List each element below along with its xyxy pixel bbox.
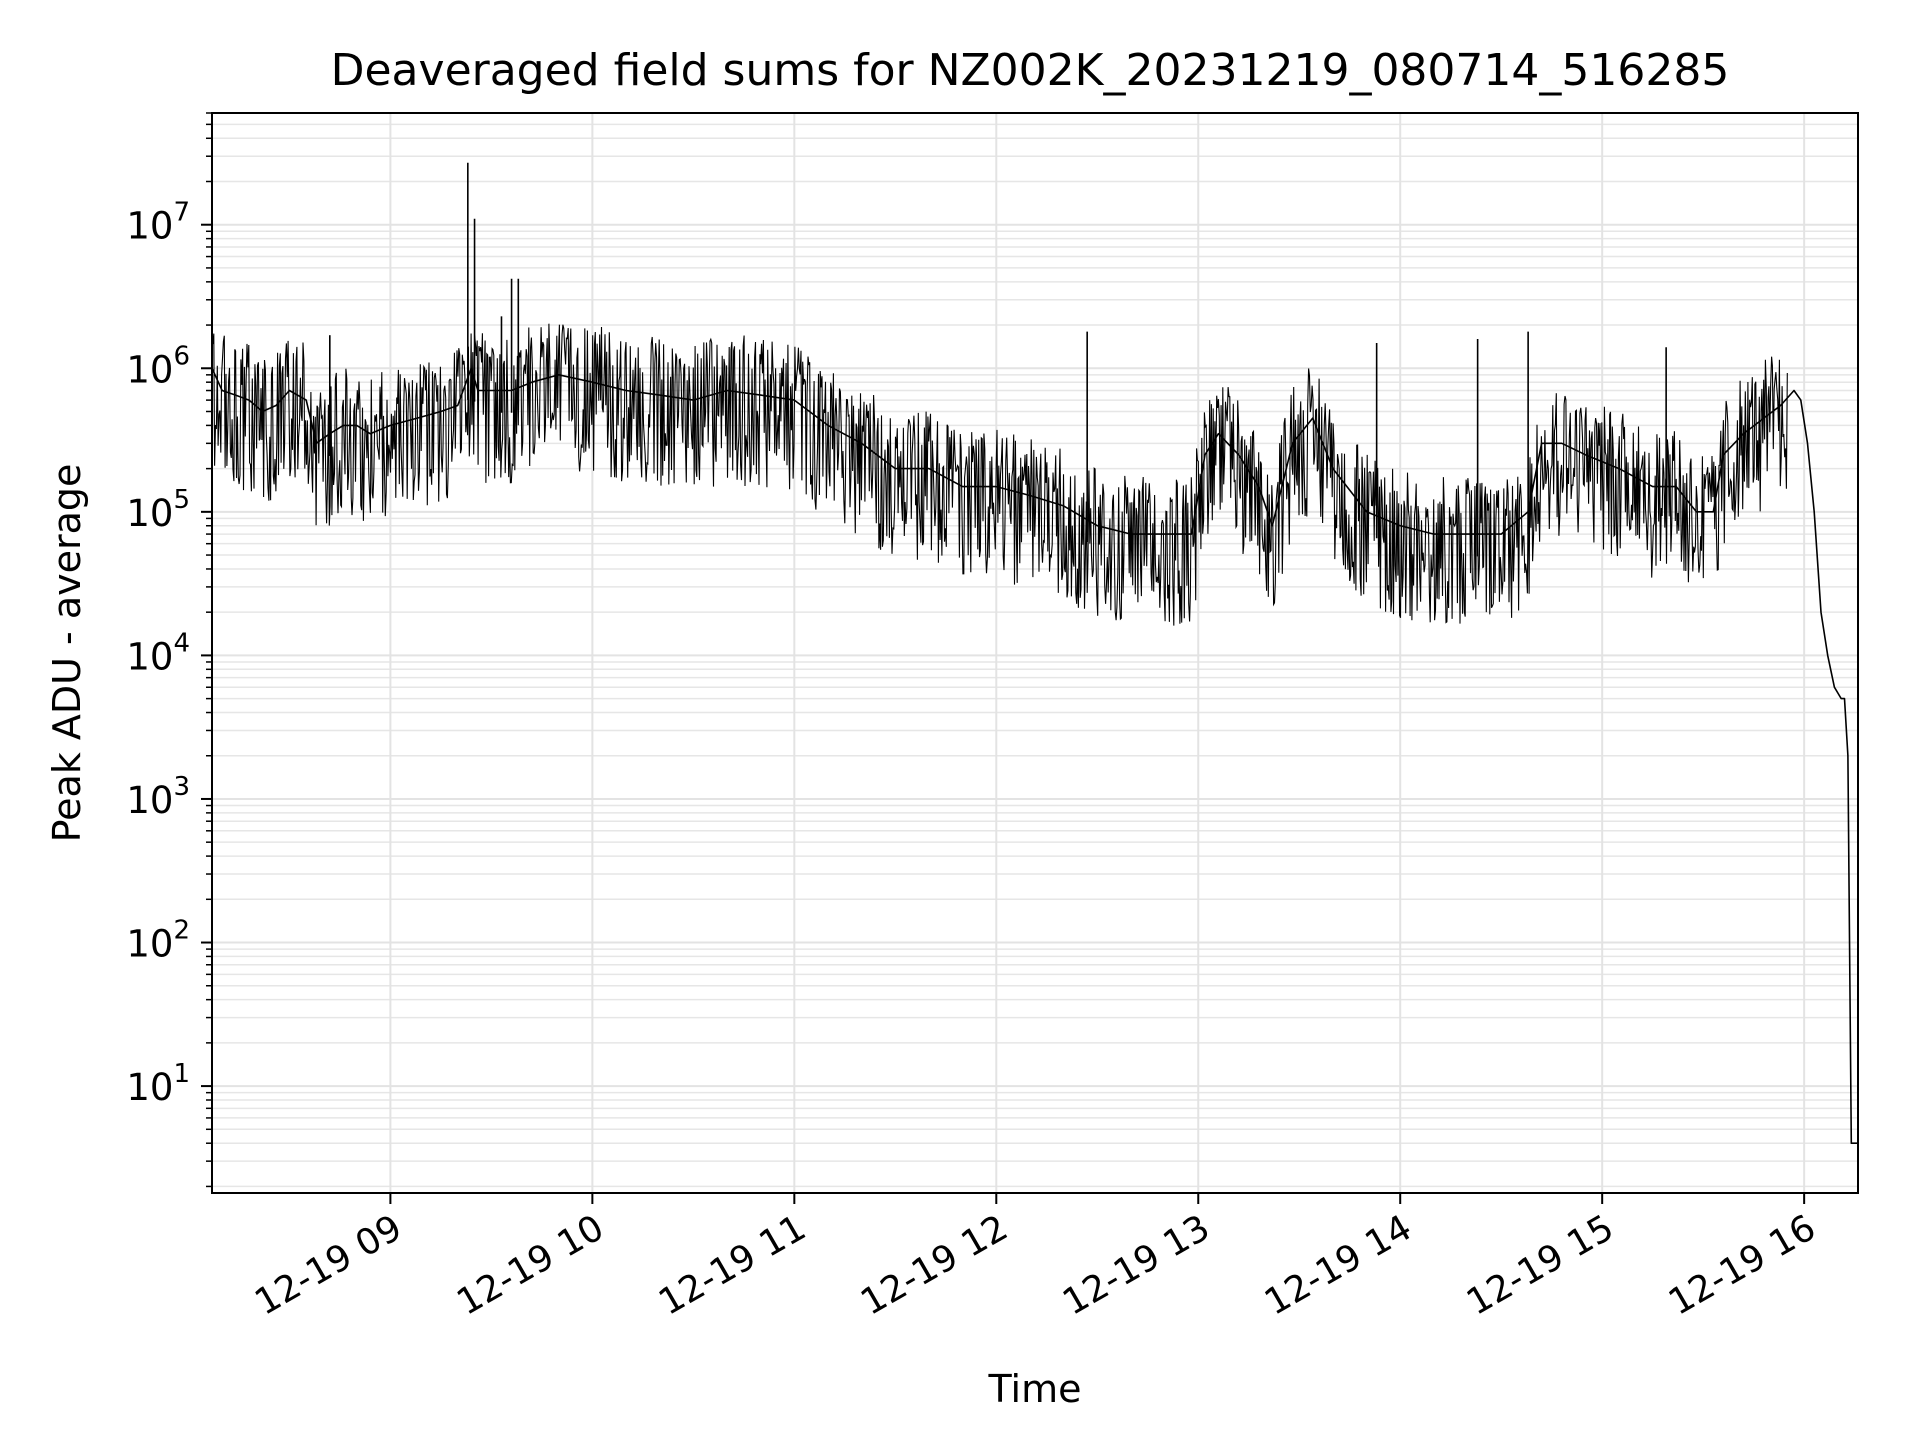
y-tick-label: 104 <box>126 628 190 678</box>
plot-area <box>211 162 1858 1144</box>
y-tick-exponent: 4 <box>173 628 190 658</box>
chart-title: Deaveraged field sums for NZ002K_2023121… <box>331 45 1730 96</box>
axes-frame <box>211 112 1859 1194</box>
y-tick-exponent: 3 <box>173 772 190 802</box>
y-axis-label: Peak ADU - average <box>45 464 89 843</box>
y-tick-exponent: 5 <box>173 485 190 515</box>
y-tick-exponent: 6 <box>173 341 190 371</box>
x-axis-label: Time <box>988 1367 1082 1411</box>
y-tick-exponent: 1 <box>173 1059 190 1089</box>
y-tick-label: 101 <box>126 1059 190 1109</box>
y-tick-exponent: 2 <box>173 916 190 946</box>
y-tick-label: 107 <box>126 198 190 248</box>
y-tick-exponent: 7 <box>173 198 190 228</box>
